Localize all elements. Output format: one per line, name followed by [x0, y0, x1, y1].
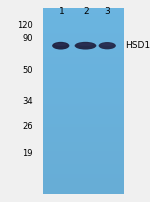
Text: 120: 120: [17, 21, 33, 30]
Text: 1: 1: [59, 7, 65, 16]
Ellipse shape: [52, 43, 69, 50]
Text: 34: 34: [22, 97, 33, 105]
Ellipse shape: [78, 44, 93, 47]
Ellipse shape: [75, 43, 96, 50]
Text: 3: 3: [104, 7, 110, 16]
Text: 2: 2: [83, 7, 89, 16]
Text: 26: 26: [22, 122, 33, 131]
Ellipse shape: [55, 44, 67, 47]
Text: 90: 90: [22, 34, 33, 43]
Ellipse shape: [99, 43, 116, 50]
Ellipse shape: [101, 44, 113, 47]
Text: 50: 50: [22, 65, 33, 74]
Text: HSD17B4: HSD17B4: [125, 41, 150, 50]
Text: 19: 19: [22, 148, 33, 157]
